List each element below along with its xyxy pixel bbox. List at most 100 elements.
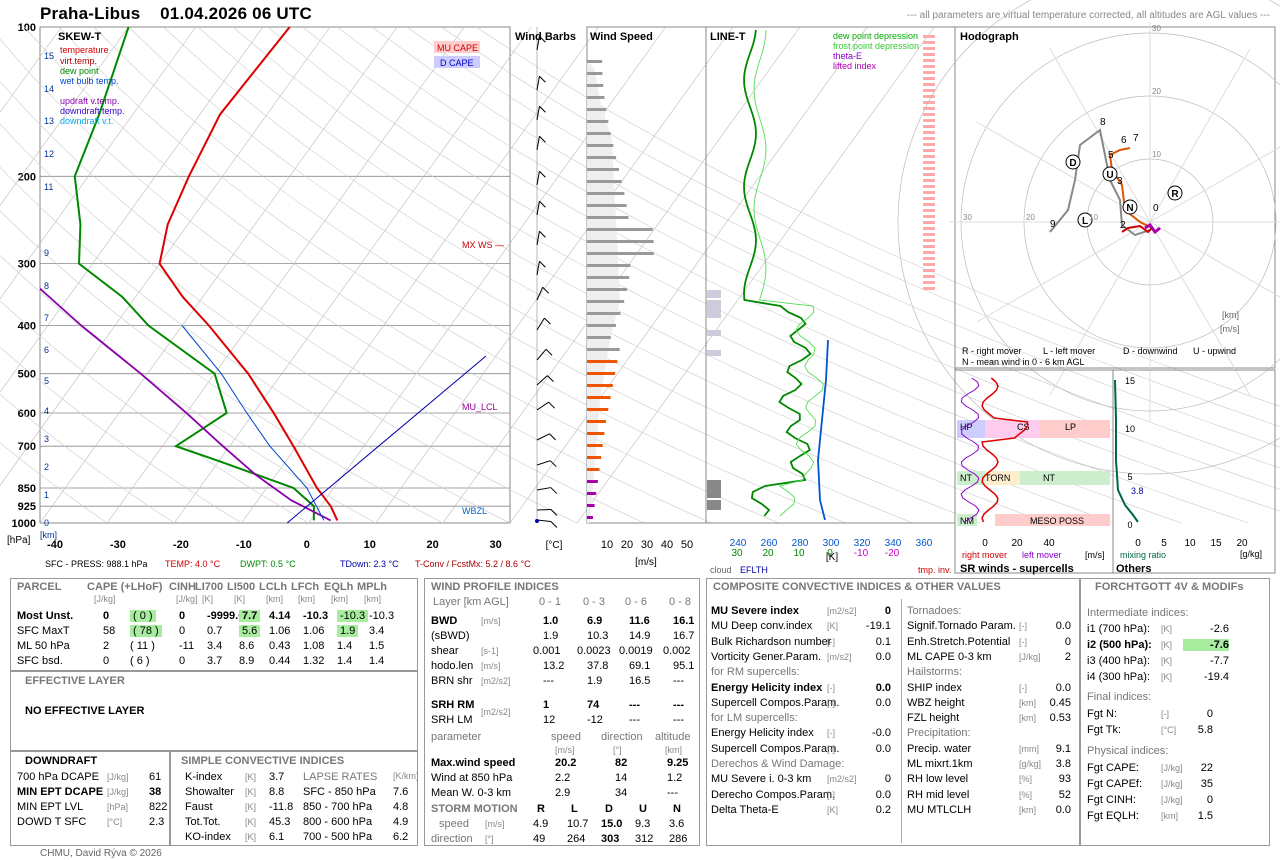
parcel-cell: ( 78 ): [130, 625, 162, 637]
wind-col-head: 0 - 8: [669, 596, 692, 608]
srh-row-name: SRH LM: [431, 714, 473, 726]
wind-barb-flag: [539, 75, 546, 83]
others-tick-label: 10: [1184, 538, 1196, 549]
temp-inversion-mark: [923, 119, 935, 122]
fgt-phys-name: Fgt CINH:: [1087, 794, 1136, 806]
windspeed-bar: [587, 168, 619, 171]
wind-barb: [536, 76, 540, 91]
wind-barb-flag: [539, 135, 546, 143]
dry-adiabat: [128, 26, 981, 524]
temp-tick-label: 0: [304, 539, 310, 551]
temp-inversion-mark: [923, 257, 935, 260]
hodo-km-label: 5: [1108, 150, 1114, 161]
parcel-unit: [km]: [364, 594, 381, 604]
height-tick-label: 13: [44, 116, 54, 126]
fgt-inter-unit: [K]: [1161, 640, 1173, 650]
linet-title: LINE-T: [710, 31, 746, 43]
simple-unit: [K]: [245, 772, 257, 782]
temp-inversion-mark: [923, 167, 935, 170]
km-unit-label: [km]: [40, 530, 57, 540]
lapse-value: 4.8: [393, 801, 409, 813]
tmpinv-label: tmp. inv.: [918, 565, 951, 575]
lapse-value: 6.2: [393, 831, 409, 843]
hodo-km-label: 6: [1121, 135, 1127, 146]
sr-rm-label: right mover: [962, 550, 1007, 560]
composite-left-value: 0.0: [875, 681, 891, 694]
linet-tick-top: 360: [916, 538, 933, 549]
wind-cell: 16.7: [673, 630, 695, 642]
wind-barb-flag: [550, 487, 558, 494]
hodo-legend-U: U - upwind: [1193, 346, 1236, 356]
fgt-inter-value: -2.6: [1210, 623, 1229, 635]
composite-right-row-name: ML mixrt.1km: [907, 758, 973, 770]
windspeed-bar: [587, 192, 625, 195]
eflth-label: EFLTH: [740, 565, 768, 575]
pressure-tick-label: 925: [18, 501, 36, 513]
windspeed-tick-label: 10: [601, 539, 613, 551]
isotherm: [576, 26, 935, 524]
pressure-tick-label: 100: [18, 22, 36, 34]
skewt-legend-item: updraft v.temp.: [60, 96, 119, 106]
height-tick-label: 12: [44, 149, 54, 159]
param-row-name: Wind at 850 hPa: [431, 772, 513, 784]
tconv-text: T-Conv / FcstMx: 5.2 / 8.6 °C: [415, 559, 531, 569]
temp-inversion-mark: [923, 161, 935, 164]
linet-unit: [K]: [826, 552, 838, 563]
parcel-header: LI500: [227, 581, 256, 593]
wind-cell: 13.2: [543, 660, 565, 672]
hodo-marker-circle: [1102, 166, 1118, 182]
downdraft-unit: [J/kg]: [107, 787, 129, 797]
wind-row-name: shear: [431, 645, 459, 657]
parcel-curve: [40, 287, 331, 522]
hodo-legend-N: N - mean wind in 0 - 6 km AGL: [962, 357, 1085, 367]
composite-right-unit: [%]: [1019, 789, 1033, 800]
storm-speed-unit: [m/s]: [485, 819, 505, 829]
fgt-phys-value: 0: [1206, 794, 1213, 806]
parcel-unit: [J/kg]: [94, 594, 116, 604]
hodo-spoke: [1149, 48, 1251, 223]
composite-left-unit: [-]: [827, 697, 835, 708]
linet-legend-item: dew point depression: [833, 31, 918, 41]
parcel-cell: 8.6: [239, 640, 255, 652]
linet-tick-top: 260: [761, 538, 778, 549]
downdraft-value: 38: [149, 786, 162, 798]
composite-left-value: 0.0: [875, 650, 891, 663]
wind-cell: 1.9: [587, 675, 603, 687]
windspeed-bar: [587, 228, 653, 231]
composite-left-row-name: Vorticity Gener.Param.: [711, 650, 822, 663]
parcel-header: LI700: [195, 581, 224, 593]
temp-inversion-mark: [923, 125, 935, 128]
lapse-value: 4.9: [393, 816, 409, 828]
windspeed-bar: [587, 324, 616, 327]
wind-barb-flag: [545, 348, 553, 356]
fgt-final-name: Fgt Tk:: [1087, 724, 1122, 736]
sfc-pressure-text: SFC - PRESS: 988.1 hPa: [45, 559, 148, 569]
hodo-title: Hodograph: [960, 31, 1019, 43]
temp-inversion-mark: [923, 149, 935, 152]
composite-left-row-name: Bulk Richardson number: [711, 635, 832, 648]
others-tick-label: 0: [1135, 538, 1141, 549]
param-cell: 20.2: [555, 757, 577, 769]
pressure-tick-label: 700: [18, 441, 36, 453]
skewt-legend-item: temperature: [60, 45, 109, 55]
dry-adiabat: [441, 26, 1280, 427]
height-tick-label: 3: [44, 434, 49, 444]
pressure-tick-label: 400: [18, 321, 36, 333]
fgt-inter-unit: [K]: [1161, 624, 1173, 634]
wind-cell: ---: [543, 675, 554, 687]
composite-left-unit: [K]: [827, 804, 839, 815]
parcel-cell: 58: [103, 625, 116, 637]
series-dew-point: [73, 27, 315, 521]
temp-inversion-mark: [923, 59, 935, 62]
wind-barb: [536, 317, 545, 331]
composite-left-value: 0.1: [875, 635, 891, 648]
cloud-layer: [707, 480, 721, 498]
parcel-unit: [J/kg]: [176, 594, 198, 604]
fgt-phys-name: Fgt CAPE:: [1087, 762, 1139, 774]
parcel-cell: 4.14: [269, 610, 291, 622]
downdraft-row-name: 700 hPa DCAPE: [17, 771, 99, 783]
temp-tick-label: 10: [364, 539, 376, 551]
param-unit: [km]: [665, 745, 682, 755]
isotherm: [509, 26, 868, 524]
simple-value: 45.3: [269, 816, 291, 828]
